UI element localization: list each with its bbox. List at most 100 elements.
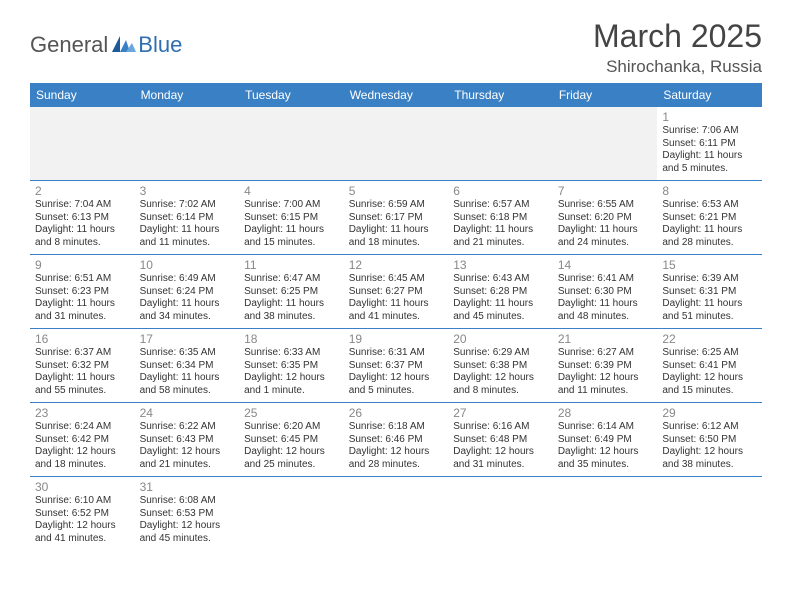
sunrise-line: Sunrise: 6:31 AM xyxy=(349,347,444,360)
daylight-line: Daylight: 11 hours and 21 minutes. xyxy=(453,224,548,249)
day-number: 23 xyxy=(35,406,130,420)
sunset-line: Sunset: 6:13 PM xyxy=(35,212,130,225)
calendar-cell: 18Sunrise: 6:33 AMSunset: 6:35 PMDayligh… xyxy=(239,329,344,403)
calendar-cell: 28Sunrise: 6:14 AMSunset: 6:49 PMDayligh… xyxy=(553,403,658,477)
calendar-cell: 25Sunrise: 6:20 AMSunset: 6:45 PMDayligh… xyxy=(239,403,344,477)
calendar-cell: 4Sunrise: 7:00 AMSunset: 6:15 PMDaylight… xyxy=(239,181,344,255)
calendar-row: 1Sunrise: 7:06 AMSunset: 6:11 PMDaylight… xyxy=(30,107,762,181)
month-title: March 2025 xyxy=(593,18,762,55)
daylight-line: Daylight: 12 hours and 31 minutes. xyxy=(453,446,548,471)
daylight-line: Daylight: 11 hours and 31 minutes. xyxy=(35,298,130,323)
weekday-header: Sunday xyxy=(30,83,135,107)
day-number: 14 xyxy=(558,258,653,272)
calendar-cell: 9Sunrise: 6:51 AMSunset: 6:23 PMDaylight… xyxy=(30,255,135,329)
sunrise-line: Sunrise: 6:45 AM xyxy=(349,273,444,286)
calendar-cell xyxy=(239,107,344,181)
header: General Blue March 2025 Shirochanka, Rus… xyxy=(30,18,762,77)
day-number: 21 xyxy=(558,332,653,346)
weekday-header-row: Sunday Monday Tuesday Wednesday Thursday… xyxy=(30,83,762,107)
calendar-cell xyxy=(344,477,449,551)
calendar-cell xyxy=(448,477,553,551)
sunset-line: Sunset: 6:48 PM xyxy=(453,434,548,447)
sunset-line: Sunset: 6:24 PM xyxy=(140,286,235,299)
sunrise-line: Sunrise: 6:59 AM xyxy=(349,199,444,212)
daylight-line: Daylight: 12 hours and 11 minutes. xyxy=(558,372,653,397)
sunrise-line: Sunrise: 6:49 AM xyxy=(140,273,235,286)
day-number: 25 xyxy=(244,406,339,420)
sunrise-line: Sunrise: 6:43 AM xyxy=(453,273,548,286)
sunrise-line: Sunrise: 6:24 AM xyxy=(35,421,130,434)
daylight-line: Daylight: 11 hours and 45 minutes. xyxy=(453,298,548,323)
sunrise-line: Sunrise: 6:41 AM xyxy=(558,273,653,286)
sunset-line: Sunset: 6:27 PM xyxy=(349,286,444,299)
daylight-line: Daylight: 12 hours and 18 minutes. xyxy=(35,446,130,471)
sunset-line: Sunset: 6:15 PM xyxy=(244,212,339,225)
day-number: 2 xyxy=(35,184,130,198)
daylight-line: Daylight: 11 hours and 34 minutes. xyxy=(140,298,235,323)
sunrise-line: Sunrise: 6:08 AM xyxy=(140,495,235,508)
day-number: 26 xyxy=(349,406,444,420)
weekday-header: Friday xyxy=(553,83,658,107)
daylight-line: Daylight: 11 hours and 48 minutes. xyxy=(558,298,653,323)
sunrise-line: Sunrise: 6:55 AM xyxy=(558,199,653,212)
calendar-cell: 30Sunrise: 6:10 AMSunset: 6:52 PMDayligh… xyxy=(30,477,135,551)
daylight-line: Daylight: 12 hours and 1 minute. xyxy=(244,372,339,397)
calendar-row: 30Sunrise: 6:10 AMSunset: 6:52 PMDayligh… xyxy=(30,477,762,551)
sunset-line: Sunset: 6:20 PM xyxy=(558,212,653,225)
calendar-cell: 2Sunrise: 7:04 AMSunset: 6:13 PMDaylight… xyxy=(30,181,135,255)
sunset-line: Sunset: 6:50 PM xyxy=(662,434,757,447)
weekday-header: Wednesday xyxy=(344,83,449,107)
daylight-line: Daylight: 12 hours and 45 minutes. xyxy=(140,520,235,545)
sunrise-line: Sunrise: 6:18 AM xyxy=(349,421,444,434)
sunset-line: Sunset: 6:18 PM xyxy=(453,212,548,225)
daylight-line: Daylight: 11 hours and 38 minutes. xyxy=(244,298,339,323)
sunrise-line: Sunrise: 6:57 AM xyxy=(453,199,548,212)
calendar-cell: 3Sunrise: 7:02 AMSunset: 6:14 PMDaylight… xyxy=(135,181,240,255)
day-number: 8 xyxy=(662,184,757,198)
sunset-line: Sunset: 6:34 PM xyxy=(140,360,235,373)
logo-text-b: Blue xyxy=(138,32,182,58)
day-number: 9 xyxy=(35,258,130,272)
calendar-cell xyxy=(657,477,762,551)
calendar-cell: 12Sunrise: 6:45 AMSunset: 6:27 PMDayligh… xyxy=(344,255,449,329)
sunrise-line: Sunrise: 6:10 AM xyxy=(35,495,130,508)
daylight-line: Daylight: 12 hours and 28 minutes. xyxy=(349,446,444,471)
calendar-cell: 21Sunrise: 6:27 AMSunset: 6:39 PMDayligh… xyxy=(553,329,658,403)
calendar-cell: 29Sunrise: 6:12 AMSunset: 6:50 PMDayligh… xyxy=(657,403,762,477)
calendar-cell xyxy=(553,477,658,551)
daylight-line: Daylight: 11 hours and 51 minutes. xyxy=(662,298,757,323)
sunset-line: Sunset: 6:23 PM xyxy=(35,286,130,299)
daylight-line: Daylight: 12 hours and 25 minutes. xyxy=(244,446,339,471)
calendar-cell: 26Sunrise: 6:18 AMSunset: 6:46 PMDayligh… xyxy=(344,403,449,477)
sunset-line: Sunset: 6:53 PM xyxy=(140,508,235,521)
sunrise-line: Sunrise: 6:39 AM xyxy=(662,273,757,286)
daylight-line: Daylight: 12 hours and 8 minutes. xyxy=(453,372,548,397)
day-number: 15 xyxy=(662,258,757,272)
day-number: 13 xyxy=(453,258,548,272)
daylight-line: Daylight: 11 hours and 5 minutes. xyxy=(662,150,757,175)
sunrise-line: Sunrise: 6:35 AM xyxy=(140,347,235,360)
calendar-cell: 10Sunrise: 6:49 AMSunset: 6:24 PMDayligh… xyxy=(135,255,240,329)
weekday-header: Saturday xyxy=(657,83,762,107)
daylight-line: Daylight: 12 hours and 21 minutes. xyxy=(140,446,235,471)
calendar-row: 2Sunrise: 7:04 AMSunset: 6:13 PMDaylight… xyxy=(30,181,762,255)
daylight-line: Daylight: 12 hours and 5 minutes. xyxy=(349,372,444,397)
day-number: 1 xyxy=(662,110,757,124)
sunrise-line: Sunrise: 7:06 AM xyxy=(662,125,757,138)
calendar-cell xyxy=(448,107,553,181)
daylight-line: Daylight: 11 hours and 18 minutes. xyxy=(349,224,444,249)
day-number: 28 xyxy=(558,406,653,420)
sunset-line: Sunset: 6:17 PM xyxy=(349,212,444,225)
sunrise-line: Sunrise: 6:53 AM xyxy=(662,199,757,212)
day-number: 12 xyxy=(349,258,444,272)
sunset-line: Sunset: 6:25 PM xyxy=(244,286,339,299)
calendar-cell xyxy=(344,107,449,181)
sunrise-line: Sunrise: 6:27 AM xyxy=(558,347,653,360)
sunrise-line: Sunrise: 6:22 AM xyxy=(140,421,235,434)
sunrise-line: Sunrise: 6:33 AM xyxy=(244,347,339,360)
sunrise-line: Sunrise: 6:47 AM xyxy=(244,273,339,286)
day-number: 24 xyxy=(140,406,235,420)
sunset-line: Sunset: 6:28 PM xyxy=(453,286,548,299)
sunset-line: Sunset: 6:21 PM xyxy=(662,212,757,225)
calendar-cell: 22Sunrise: 6:25 AMSunset: 6:41 PMDayligh… xyxy=(657,329,762,403)
